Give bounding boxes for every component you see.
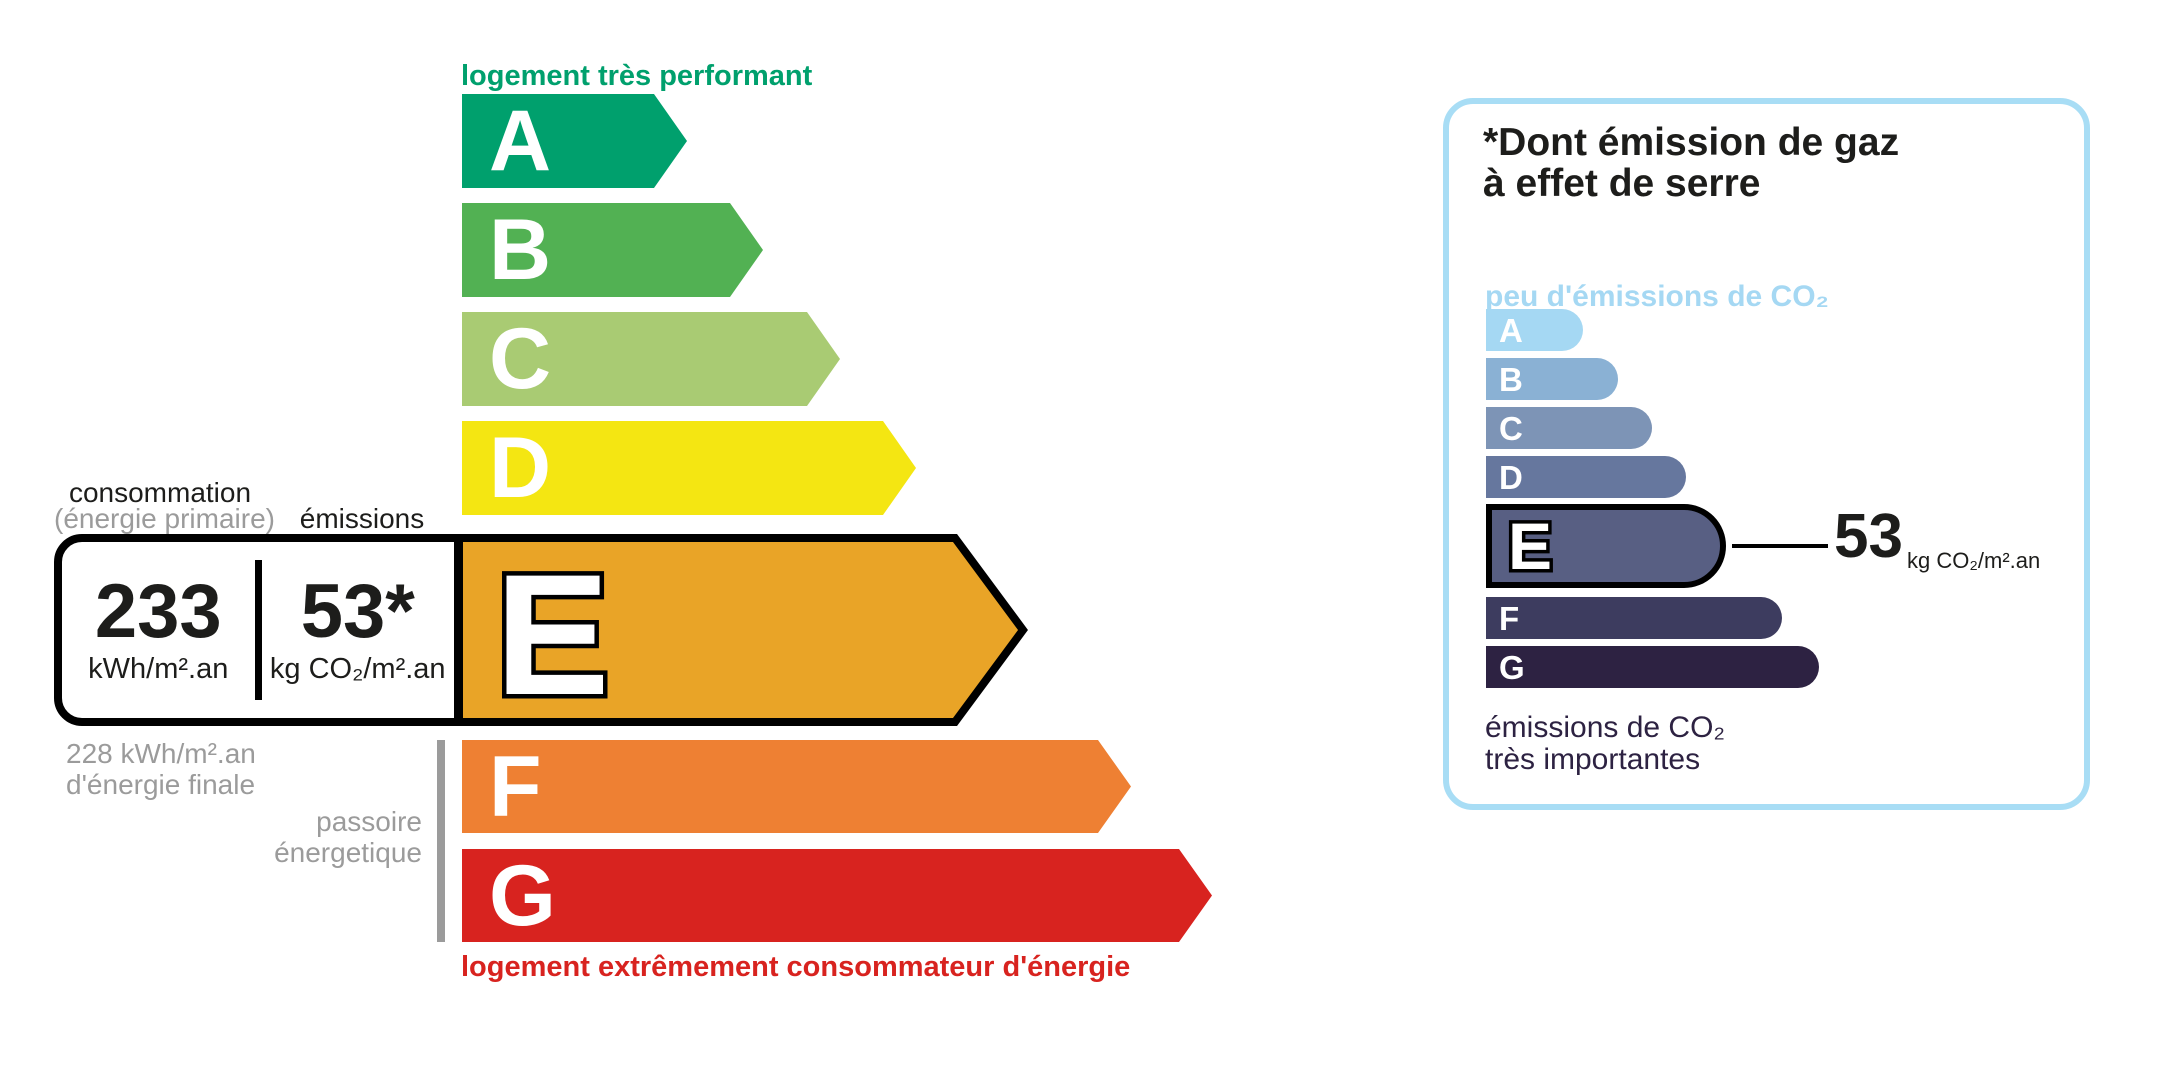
energy-class-letter-f: F: [489, 738, 542, 835]
energy-class-letter-g: G: [489, 847, 556, 944]
co2-class-letter-b: B: [1499, 360, 1523, 398]
co2-high-emissions-label: émissions de CO₂ très importantes: [1485, 712, 1725, 776]
co2-low-emissions-label: peu d'émissions de CO₂: [1485, 280, 1829, 313]
energy-scale-top-caption: logement très performant: [461, 60, 813, 92]
co2-class-letter-e: E: [1508, 509, 1552, 583]
energy-class-arrow-b: B: [462, 203, 763, 297]
co2-value-connector-line: [1732, 544, 1828, 548]
co2-value-unit: kg CO₂/m².an: [1907, 548, 2041, 573]
co2-class-bar-c: C: [1486, 407, 1652, 449]
co2-class-bar-d: D: [1486, 456, 1686, 498]
energy-class-letter-c: C: [489, 311, 552, 407]
energy-class-arrow-d: D: [462, 421, 916, 515]
energy-class-arrow-g: G: [462, 849, 1212, 942]
energy-class-letter-b: B: [489, 202, 552, 298]
co2-high-emissions-label-line2: très importantes: [1485, 743, 1701, 776]
consumption-value-cell: 233 kWh/m².an: [62, 542, 255, 718]
co2-panel-title: *Dont émission de gaz à effet de serre: [1483, 122, 1899, 204]
consumption-value: 233: [94, 569, 222, 654]
co2-class-letter-c: C: [1499, 409, 1523, 447]
energy-class-arrow-f: F: [462, 740, 1131, 833]
values-box: 233 kWh/m².an 53* kg CO₂/m².an: [54, 534, 462, 726]
energy-class-letter-e: E: [495, 539, 610, 726]
consumption-unit: kWh/m².an: [88, 653, 229, 685]
co2-panel-title-line2: à effet de serre: [1483, 162, 1761, 205]
co2-class-letter-e-svg: E: [1505, 508, 1556, 584]
co2-class-bar-f: F: [1486, 597, 1782, 639]
consumption-header-label: consommation: [68, 477, 252, 508]
energy-class-arrow-c: C: [462, 312, 840, 406]
co2-class-bar-b: B: [1486, 358, 1618, 400]
final-energy-note-line1: 228 kWh/m².an: [66, 738, 256, 769]
energy-class-letter-d: D: [489, 420, 552, 516]
co2-panel: *Dont émission de gaz à effet de serre p…: [1443, 98, 2090, 810]
co2-high-emissions-label-line1: émissions de CO₂: [1485, 711, 1726, 744]
emissions-value: 53*: [300, 569, 415, 654]
final-energy-note: 228 kWh/m².an d'énergie finale: [66, 738, 256, 800]
energy-class-arrow-a: A: [462, 94, 687, 188]
co2-panel-title-line1: *Dont émission de gaz: [1483, 121, 1900, 164]
co2-class-bar-a: A: [1486, 309, 1583, 351]
energy-class-letter-a: A: [489, 93, 552, 189]
emissions-unit: kg CO₂/m².an: [269, 653, 446, 685]
energy-sieve-note-line1: passoire: [316, 806, 422, 837]
emissions-header-label: émissions: [299, 503, 425, 534]
primary-energy-header-sublabel: (énergie primaire): [54, 503, 275, 534]
emissions-value-cell: 53* kg CO₂/m².an: [262, 542, 455, 718]
energy-class-arrow-e-selected: E: [455, 534, 1028, 726]
co2-class-letter-d: D: [1499, 458, 1523, 496]
energy-scale-bottom-caption: logement extrêmement consommateur d'éner…: [461, 951, 1131, 983]
co2-class-letter-a: A: [1499, 311, 1523, 349]
energy-sieve-bracket-bar: [437, 740, 445, 942]
co2-class-letter-f: F: [1499, 599, 1520, 637]
co2-value: 53: [1834, 502, 1903, 571]
co2-class-bar-e-selected: E: [1486, 504, 1726, 588]
co2-class-bar-g: G: [1486, 646, 1819, 688]
energy-sieve-note: passoire énergetique: [150, 806, 422, 868]
co2-class-letter-g: G: [1499, 648, 1525, 686]
final-energy-note-line2: d'énergie finale: [66, 769, 256, 800]
values-divider: [254, 560, 262, 700]
energy-sieve-note-line2: énergetique: [274, 837, 422, 868]
